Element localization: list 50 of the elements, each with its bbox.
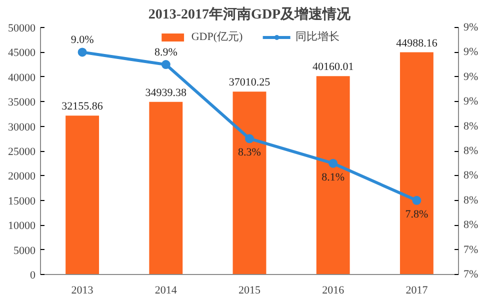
x-tick-label: 2016	[322, 284, 345, 296]
y2-tick-label: 7%	[464, 244, 478, 256]
y2-tick-label: 8%	[464, 145, 478, 157]
y-tick-label: 20000	[8, 170, 36, 183]
data-label: 9.0%	[70, 34, 94, 46]
x-tick-label: 2013	[71, 284, 94, 296]
data-label: 8.3%	[238, 146, 261, 159]
y2-tick-label: 8%	[464, 170, 478, 182]
point	[78, 48, 87, 57]
point	[161, 60, 170, 70]
chart-title: 2013-2017年河南GDP及增速情况	[148, 6, 352, 22]
data-label: 8.9%	[154, 46, 178, 59]
point	[328, 158, 338, 168]
y2-tick-label: 9%	[464, 22, 478, 34]
y2-tick-label: 9%	[464, 70, 478, 83]
x-tick-label: 2017	[406, 284, 428, 296]
data-label: 37010.25	[228, 76, 271, 89]
y-tick-label: 50000	[8, 22, 36, 34]
y-tick-label: 25000	[8, 146, 36, 158]
y2-tick-label: 8%	[464, 120, 478, 132]
y-tick-label: 30000	[8, 121, 36, 134]
bar	[232, 92, 266, 274]
y2-tick-label: 8%	[464, 194, 478, 206]
legend-label: 同比增长	[296, 30, 340, 44]
y-tick-label: 0	[30, 270, 36, 282]
bar	[66, 116, 100, 274]
point	[412, 196, 422, 205]
y-tick-label: 35000	[8, 96, 36, 109]
bar	[400, 52, 434, 274]
legend-label: GDP(亿元)	[191, 30, 243, 44]
data-label: 7.8%	[405, 208, 428, 220]
y-tick-label: 45000	[8, 47, 36, 60]
y2-tick-label: 9%	[464, 46, 478, 58]
data-label: 40160.01	[312, 61, 354, 74]
x-tick-label: 2014	[154, 284, 178, 296]
data-label: 44988.16	[396, 37, 438, 50]
x-tick-label: 2015	[238, 284, 261, 296]
data-label: 32155.86	[62, 100, 104, 113]
y2-tick-label: 8%	[464, 219, 478, 232]
y-tick-label: 15000	[8, 195, 36, 208]
y2-tick-label: 9%	[464, 96, 478, 108]
y-tick-label: 40000	[8, 72, 36, 84]
y2-tick-label: 7%	[464, 268, 478, 280]
data-label: 8.1%	[322, 171, 345, 184]
y-tick-label: 10000	[8, 220, 36, 232]
bar	[149, 102, 183, 274]
y-tick-label: 5000	[14, 244, 36, 257]
bar	[316, 76, 350, 274]
data-label: 34939.38	[145, 86, 188, 99]
point	[245, 134, 254, 144]
